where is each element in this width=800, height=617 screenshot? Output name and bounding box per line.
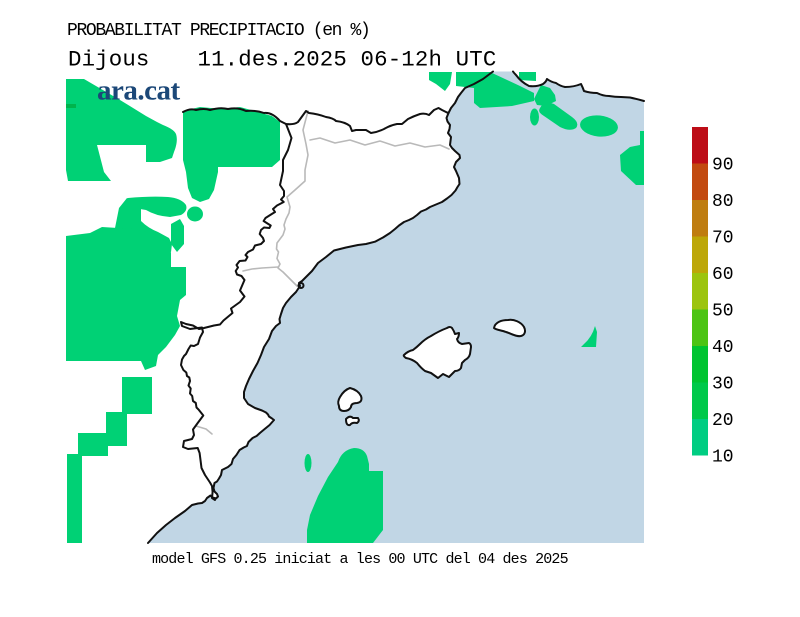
svg-text:90: 90 [712, 156, 734, 176]
svg-text:80: 80 [712, 192, 734, 212]
svg-text:model GFS 0.25 iniciat a les 0: model GFS 0.25 iniciat a les 00 UTC del … [152, 551, 569, 568]
svg-text:40: 40 [712, 338, 734, 358]
svg-text:11.des.2025 06-12h UTC: 11.des.2025 06-12h UTC [198, 47, 497, 73]
svg-text:70: 70 [712, 229, 734, 249]
svg-text:50: 50 [712, 302, 734, 322]
svg-text:Dijous: Dijous [68, 47, 150, 73]
svg-text:60: 60 [712, 265, 734, 285]
svg-text:30: 30 [712, 375, 734, 395]
svg-text:10: 10 [712, 448, 734, 468]
svg-text:PROBABILITAT PRECIPITACIO (en: PROBABILITAT PRECIPITACIO (en %) [67, 21, 369, 41]
svg-text:ara.cat: ara.cat [97, 75, 180, 107]
svg-text:20: 20 [712, 411, 734, 431]
